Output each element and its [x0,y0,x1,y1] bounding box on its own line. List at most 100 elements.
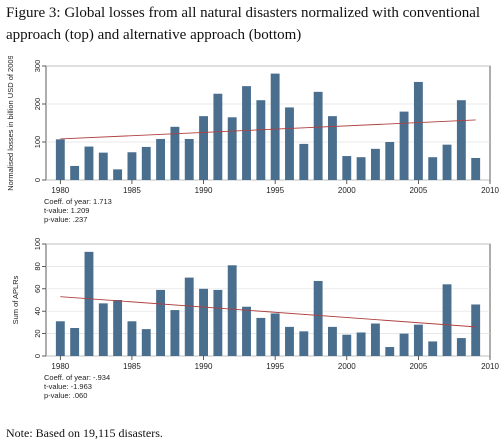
x-tick-label: 1980 [51,362,69,371]
bar [141,146,151,180]
bar [399,111,409,180]
bar [113,169,123,180]
bar [213,93,223,180]
bar [156,138,166,180]
bar [184,277,194,356]
x-tick-label: 2010 [481,186,499,195]
y-tick-label: 100 [33,136,42,149]
x-tick-label: 1995 [266,186,284,195]
regression-stat: t-value: 1.209 [44,206,89,215]
bar [199,288,208,356]
bar [385,142,395,180]
bar [242,306,251,356]
bar [328,116,337,180]
bar [328,326,337,356]
y-tick-label: 100 [33,238,42,251]
y-tick-label: 200 [33,98,42,111]
x-tick-label: 2010 [481,362,499,371]
y-axis-label: Sum of APLRs [11,275,20,324]
trend-line [60,296,476,328]
bar [256,100,266,180]
y-tick-label: 40 [33,307,42,315]
regression-stat: t-value: -1.963 [44,382,92,391]
bar [299,331,309,356]
bar [170,126,180,180]
bar [70,328,80,356]
regression-stat: Coeff. of year: -.934 [44,373,110,382]
x-tick-label: 1980 [51,186,69,195]
y-axis-label: Normalised losses in billion USD of 2009 [6,56,15,191]
y-tick-label: 0 [33,178,42,182]
bar [356,332,366,356]
x-tick-label: 2000 [338,362,356,371]
bar [170,310,180,356]
regression-stat: p-value: .237 [44,215,87,224]
bar [342,156,352,180]
bottom-chart-panel: 0 20 40 60 80 100 1980 1985 1990 1995 2000 2005 2010… [0,236,500,426]
bar [242,86,251,180]
y-tick-label: 300 [33,60,42,73]
figure-title: Figure 3: Global losses from all natural… [6,5,481,43]
trend-line [60,119,476,140]
bar [156,289,166,356]
x-tick-label: 1990 [195,362,213,371]
bar [399,333,409,356]
bar [370,323,380,356]
bar [227,265,237,356]
figure-note: Note: Based on 19,115 disasters. [6,426,163,440]
bar [84,251,94,356]
bar [313,280,323,356]
bar [428,341,438,356]
bar [127,321,137,356]
bar [98,152,108,180]
bar [70,165,80,180]
top-chart-panel: 0 100 200 300 1980 1985 1990 1995 2000 2005 2010 No… [0,55,500,236]
bar [471,304,481,356]
top-chart: 0 100 200 300 1980 1985 1990 1995 2000 2005 2010 No… [6,55,499,224]
y-tick-label: 60 [33,285,42,293]
bar [285,326,294,356]
bar [342,334,352,356]
bar [370,148,380,180]
x-tick-label: 2005 [409,362,427,371]
bar [184,138,194,180]
bar [285,107,294,180]
bar [299,143,309,180]
bar [471,157,481,180]
bar [141,329,151,356]
bar [55,321,65,356]
bar [442,284,452,356]
x-tick-label: 1985 [123,362,141,371]
x-tick-label: 1995 [266,362,284,371]
bar [356,157,366,180]
bar [127,152,137,180]
bar [442,144,452,180]
bar [113,300,123,356]
bar [456,100,466,180]
regression-stat: p-value: .060 [44,391,87,400]
bar [413,81,423,180]
bar [385,347,395,356]
bar [428,157,438,180]
y-tick-label: 20 [33,329,42,337]
bar [98,303,108,356]
y-tick-label: 80 [33,262,42,270]
bar [270,73,280,180]
bar [213,289,223,356]
bar [313,91,323,180]
bar [55,139,65,180]
bar [456,338,466,356]
bottom-chart: 0 20 40 60 80 100 1980 1985 1990 1995 2000 2005 2010… [11,238,499,400]
x-tick-label: 2000 [338,186,356,195]
x-tick-label: 2005 [409,186,427,195]
bar [413,324,423,356]
plot-area [45,65,491,181]
x-tick-label: 1985 [123,186,141,195]
bar [199,116,208,180]
bar [84,146,94,180]
bar [227,117,237,180]
y-tick-label: 0 [33,354,42,358]
regression-stat: Coeff. of year: 1.713 [44,197,112,206]
bar [270,313,280,356]
x-tick-label: 1990 [195,186,213,195]
